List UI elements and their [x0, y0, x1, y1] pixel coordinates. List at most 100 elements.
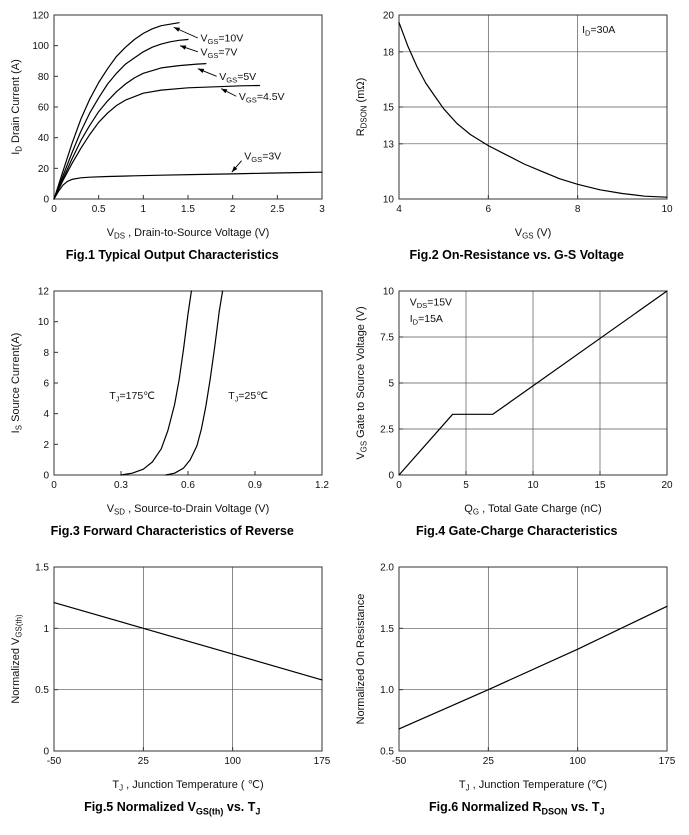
svg-text:TJ=25℃: TJ=25℃: [228, 390, 268, 404]
svg-text:8: 8: [575, 204, 581, 215]
svg-text:13: 13: [383, 139, 395, 150]
svg-text:VGS=5V: VGS=5V: [220, 71, 257, 85]
fig1-svg: 0 0.5 1 1.5 2 2.5 3 0 20 40 60 80 100 120 VDS , Drain-…: [10, 11, 325, 241]
svg-text:VGS=3V: VGS=3V: [245, 151, 282, 165]
fig5-normalized-vgsth-chart: -50 25 100 175 0 0.5 1 1.5 TJ , Junction Tempera…: [7, 555, 337, 795]
fig4-gate-charge-chart: 0 5 10 15 20 0 2.5 5 7.5 10 QG , Total Gate Charge…: [352, 279, 682, 519]
svg-text:175: 175: [658, 756, 675, 767]
fig4-xlabel: QG , Total Gate Charge (nC): [464, 503, 601, 517]
fig6-svg: -50 25 100 175 0.5 1.0 1.5 2.0 TJ , Junction Tem…: [355, 563, 676, 793]
svg-text:100: 100: [33, 41, 50, 52]
svg-text:1.5: 1.5: [380, 624, 394, 635]
svg-text:20: 20: [383, 11, 395, 22]
svg-text:0: 0: [44, 471, 50, 482]
fig5-ylabel: Normalized VGS(th): [10, 614, 24, 704]
svg-text:0: 0: [51, 204, 57, 215]
fig5-caption: Fig.5 Normalized VGS(th) vs. TJ: [84, 800, 261, 817]
svg-text:18: 18: [383, 47, 395, 58]
svg-text:VGS=10V: VGS=10V: [201, 33, 244, 47]
svg-text:5: 5: [388, 379, 394, 390]
svg-text:2.0: 2.0: [380, 563, 394, 574]
svg-text:12: 12: [38, 287, 50, 298]
fig6-xlabel: TJ , Junction Temperature (℃): [459, 779, 607, 793]
svg-text:0.5: 0.5: [35, 685, 49, 696]
svg-text:120: 120: [33, 11, 50, 22]
svg-text:10: 10: [38, 317, 50, 328]
svg-text:7.5: 7.5: [380, 333, 394, 344]
svg-text:8: 8: [44, 348, 50, 359]
svg-text:0.9: 0.9: [248, 480, 262, 491]
fig6-normalized-rdson-chart: -50 25 100 175 0.5 1.0 1.5 2.0 TJ , Junction Tem…: [352, 555, 682, 795]
fig4-ylabel: VGS Gate to Source Voltage (V): [355, 306, 369, 459]
svg-text:2.5: 2.5: [380, 425, 394, 436]
svg-text:VDS=15V: VDS=15V: [409, 297, 451, 311]
svg-text:-50: -50: [392, 756, 407, 767]
svg-text:100: 100: [225, 756, 242, 767]
figure-grid: 0 0.5 1 1.5 2 2.5 3 0 20 40 60 80 100 120 VDS , Drain-…: [0, 3, 689, 831]
fig6-ylabel: Normalized On Resistance: [355, 594, 367, 725]
fig1-ylabel: ID Drain Current (A): [10, 59, 24, 155]
svg-text:ID=15A: ID=15A: [409, 313, 442, 327]
fig3-forward-characteristics-chart: 0 0.3 0.6 0.9 1.2 0 2 4 6 8 10 12 VSD , Source-to-Dr…: [7, 279, 337, 519]
fig2-xlabel: VGS (V): [514, 227, 551, 241]
svg-text:40: 40: [38, 133, 50, 144]
svg-text:6: 6: [44, 379, 50, 390]
svg-text:-50: -50: [47, 756, 62, 767]
fig2-caption: Fig.2 On-Resistance vs. G-S Voltage: [409, 248, 624, 262]
svg-text:20: 20: [38, 164, 50, 175]
fig1-xlabel: VDS , Drain-to-Source Voltage (V): [107, 227, 270, 241]
fig3-ylabel: IS Source Current(A): [10, 333, 24, 434]
svg-text:VGS=4.5V: VGS=4.5V: [239, 91, 285, 105]
figure-1: 0 0.5 1 1.5 2 2.5 3 0 20 40 60 80 100 120 VDS , Drain-…: [0, 3, 345, 279]
fig1-caption: Fig.1 Typical Output Characteristics: [65, 248, 279, 262]
fig6-caption: Fig.6 Normalized RDSON vs. TJ: [428, 800, 605, 817]
svg-text:10: 10: [527, 480, 539, 491]
svg-text:0: 0: [44, 747, 50, 758]
svg-text:5: 5: [463, 480, 469, 491]
svg-text:0.5: 0.5: [92, 204, 106, 215]
figure-3: 0 0.3 0.6 0.9 1.2 0 2 4 6 8 10 12 VSD , Source-to-Dr…: [0, 279, 345, 555]
svg-text:10: 10: [383, 195, 395, 206]
svg-text:20: 20: [661, 480, 673, 491]
fig3-svg: 0 0.3 0.6 0.9 1.2 0 2 4 6 8 10 12 VSD , Source-to-Dr…: [10, 287, 329, 517]
figure-4: 0 5 10 15 20 0 2.5 5 7.5 10 QG , Total Gate Charge…: [345, 279, 689, 555]
figure-2: 4 6 8 10 10 13 15 18 20 VGS (V) RDSON (mΩ) ID=30A F…: [345, 3, 689, 279]
svg-text:1.2: 1.2: [315, 480, 329, 491]
svg-text:15: 15: [594, 480, 606, 491]
svg-text:0.3: 0.3: [114, 480, 128, 491]
svg-text:175: 175: [314, 756, 331, 767]
fig2-ylabel: RDSON (mΩ): [355, 78, 369, 137]
fig3-xlabel: VSD , Source-to-Drain Voltage (V): [107, 503, 270, 517]
svg-text:0: 0: [396, 480, 402, 491]
svg-text:2.5: 2.5: [271, 204, 285, 215]
svg-text:0.5: 0.5: [380, 747, 394, 758]
svg-text:15: 15: [383, 103, 395, 114]
svg-text:0.6: 0.6: [181, 480, 195, 491]
svg-text:0: 0: [388, 471, 394, 482]
svg-text:6: 6: [485, 204, 491, 215]
svg-text:1.0: 1.0: [380, 685, 394, 696]
svg-text:25: 25: [138, 756, 150, 767]
svg-text:1.5: 1.5: [35, 563, 49, 574]
svg-text:0: 0: [44, 195, 50, 206]
fig3-caption: Fig.3 Forward Characteristics of Reverse: [50, 524, 294, 538]
fig5-svg: -50 25 100 175 0 0.5 1 1.5 TJ , Junction Tempera…: [10, 563, 331, 793]
fig4-svg: 0 5 10 15 20 0 2.5 5 7.5 10 QG , Total Gate Charge…: [355, 287, 673, 517]
svg-text:4: 4: [396, 204, 402, 215]
svg-text:80: 80: [38, 72, 50, 83]
svg-text:1.5: 1.5: [181, 204, 195, 215]
svg-text:1: 1: [44, 624, 50, 635]
svg-text:3: 3: [319, 204, 325, 215]
svg-text:TJ=175℃: TJ=175℃: [110, 390, 156, 404]
fig2-on-resistance-chart: 4 6 8 10 10 13 15 18 20 VGS (V) RDSON (mΩ) ID=30A: [352, 3, 682, 243]
svg-text:25: 25: [483, 756, 495, 767]
fig5-xlabel: TJ , Junction Temperature ( ℃): [113, 779, 264, 793]
fig2-svg: 4 6 8 10 10 13 15 18 20 VGS (V) RDSON (mΩ) ID=30A: [355, 11, 673, 241]
svg-text:100: 100: [569, 756, 586, 767]
figure-6: -50 25 100 175 0.5 1.0 1.5 2.0 TJ , Junction Tem…: [345, 555, 689, 831]
svg-text:ID=30A: ID=30A: [582, 24, 615, 38]
svg-text:0: 0: [51, 480, 57, 491]
svg-text:VGS=7V: VGS=7V: [201, 46, 238, 60]
svg-text:4: 4: [44, 409, 50, 420]
